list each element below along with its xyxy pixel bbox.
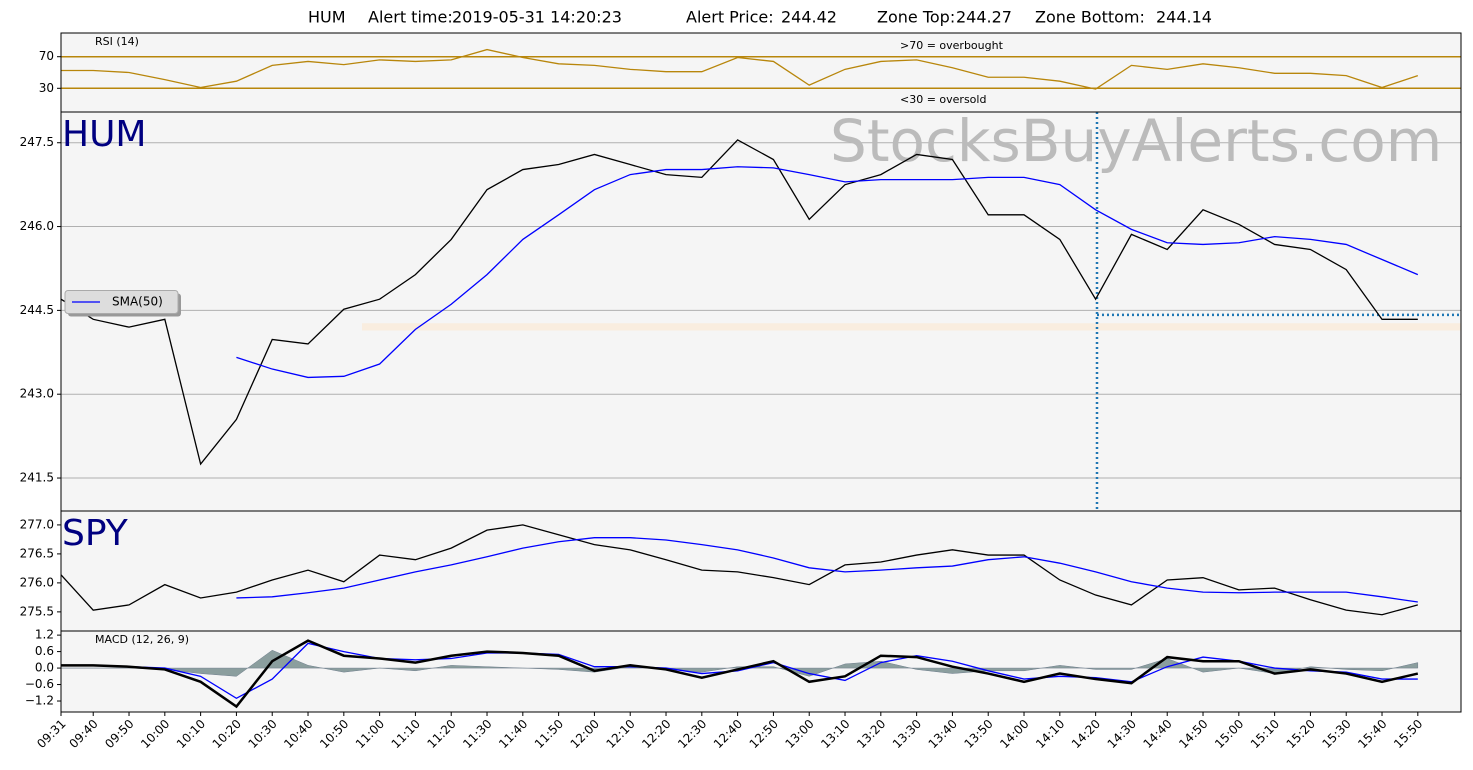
zone-top-label: Zone Top: <box>877 8 955 27</box>
x-tick-label: 13:10 <box>818 717 852 751</box>
annotation: <30 = oversold <box>900 93 986 106</box>
x-tick-label: 10:50 <box>317 717 351 751</box>
x-tick-label: 15:30 <box>1319 717 1353 751</box>
x-tick-label: 11:00 <box>353 717 387 751</box>
x-tick-label: 10:20 <box>210 717 244 751</box>
plot-area <box>61 112 1461 511</box>
x-tick-label: 11:10 <box>389 717 423 751</box>
x-tick-label: 14:00 <box>997 717 1031 751</box>
x-tick-label: 12:20 <box>639 717 673 751</box>
panel: 1.2 0.6 0.0 −0.6 −1.2 MACD (12, 26, 9) <box>25 628 1419 709</box>
legend-label: SMA(50) <box>112 295 163 309</box>
series-line <box>61 639 1419 709</box>
x-tick-label: 12:40 <box>711 717 745 751</box>
x-tick-label: 09:40 <box>66 717 100 751</box>
alert-time: 2019-05-31 14:20:23 <box>452 8 622 27</box>
x-tick-label: 14:10 <box>1033 717 1067 751</box>
legend: SMA(50) <box>64 290 181 317</box>
x-tick-label: 15:10 <box>1248 717 1282 751</box>
x-tick-label: 12:00 <box>568 717 602 751</box>
alert-price: 244.42 <box>781 8 837 27</box>
plot-frame <box>60 630 1462 713</box>
y-tick-label: 247.5 <box>20 135 54 149</box>
y-tick-label: 276.5 <box>20 546 54 560</box>
plot-area <box>61 631 1461 712</box>
series-line <box>60 524 1418 616</box>
zone-bottom: 244.14 <box>1156 8 1212 27</box>
y-tick-label: 244.5 <box>20 303 54 317</box>
panel-label: MACD (12, 26, 9) <box>95 633 189 646</box>
x-tick-label: 15:00 <box>1212 717 1246 751</box>
y-tick-label: 276.0 <box>20 575 54 589</box>
x-tick-label: 12:30 <box>675 717 709 751</box>
x-tick-label: 10:00 <box>138 717 172 751</box>
x-tick-label: 10:40 <box>281 717 315 751</box>
y-tick-label: 246.0 <box>20 219 54 233</box>
x-tick-label: 14:20 <box>1069 717 1103 751</box>
x-tick-label: 12:10 <box>603 717 637 751</box>
y-tick-label: 0.0 <box>35 661 54 675</box>
y-tick-label: 275.5 <box>20 604 54 618</box>
y-tick-label: 241.5 <box>20 471 54 485</box>
x-tick-label: 13:00 <box>782 717 816 751</box>
x-tick-label: 10:10 <box>174 717 208 751</box>
panel-label: HUM <box>62 114 146 155</box>
annotation: >70 = overbought <box>900 39 1004 52</box>
plot-area <box>61 511 1461 631</box>
x-tick-label: 13:50 <box>961 717 995 751</box>
x-tick-label: 15:50 <box>1391 717 1425 751</box>
y-tick-label: −1.2 <box>25 694 54 708</box>
x-tick-label: 09:31 <box>34 717 68 751</box>
panel: 277.0 276.5 276.0 275.5 SPY <box>20 513 1418 618</box>
x-tick-label: 14:50 <box>1176 717 1210 751</box>
series-line <box>236 166 1419 379</box>
panel-label: RSI (14) <box>95 35 139 48</box>
series-line <box>236 537 1418 603</box>
series-line <box>60 139 1418 466</box>
x-tick-label: 09:50 <box>102 717 136 751</box>
x-tick-label: 10:30 <box>245 717 279 751</box>
symbol: HUM <box>308 8 346 27</box>
x-tick-label: 11:20 <box>424 717 458 751</box>
header: HUM Alert time: 2019-05-31 14:20:23 Aler… <box>308 8 1212 27</box>
alert-zone <box>362 323 1461 331</box>
x-tick-label: 15:40 <box>1355 717 1389 751</box>
x-tick-label: 13:40 <box>926 717 960 751</box>
watermark: StocksBuyAlerts.com <box>830 107 1442 175</box>
panel: 241.5 243.0 244.5 246.0 247.5 StocksBuyAlerts… <box>20 107 1461 511</box>
y-tick-label: 243.0 <box>20 387 54 401</box>
y-tick-label: −0.6 <box>25 677 54 691</box>
y-tick-label: 1.2 <box>35 628 54 642</box>
y-tick-label: 277.0 <box>20 517 54 531</box>
plot-area <box>61 33 1461 112</box>
x-tick-label: 11:40 <box>496 717 530 751</box>
x-tick-label: 13:30 <box>890 717 924 751</box>
series-line <box>61 48 1419 90</box>
x-tick-label: 12:50 <box>747 717 781 751</box>
legend-box <box>64 290 179 314</box>
alert-time-label: Alert time: <box>368 8 453 27</box>
zone-top: 244.27 <box>956 8 1012 27</box>
panel-label: SPY <box>62 513 129 554</box>
zone-bottom-label: Zone Bottom: <box>1035 8 1145 27</box>
y-tick-label: 70 <box>39 49 54 63</box>
panel: 30 70 RSI (14) >70 = overbought <30 = overso… <box>39 35 1461 106</box>
x-tick-label: 14:30 <box>1105 717 1139 751</box>
x-tick-label: 15:20 <box>1284 717 1318 751</box>
y-tick-label: 0.6 <box>35 644 54 658</box>
x-tick-label: 11:50 <box>532 717 566 751</box>
x-tick-label: 14:40 <box>1140 717 1174 751</box>
histogram-area <box>61 649 1419 677</box>
x-tick-label: 13:20 <box>854 717 888 751</box>
y-tick-label: 30 <box>39 81 54 95</box>
x-tick-label: 11:30 <box>460 717 494 751</box>
alert-price-label: Alert Price: <box>686 8 774 27</box>
